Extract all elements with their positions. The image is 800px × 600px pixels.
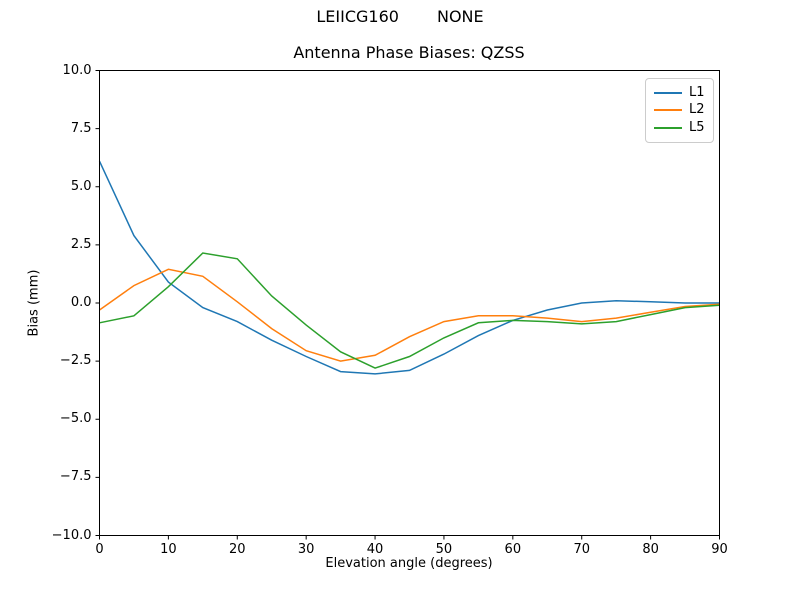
legend-item-L5: L5 xyxy=(654,120,706,136)
y-tick-label-4: 0.0 xyxy=(70,295,92,310)
legend-item-L1: L1 xyxy=(654,85,706,101)
axes-box xyxy=(99,70,720,536)
y-tick-label-3: −2.5 xyxy=(59,353,92,369)
legend: L1 L2 L5 xyxy=(645,78,714,143)
y-tick-label-2: −5.0 xyxy=(59,411,92,427)
suptitle-station: LEIICG160 xyxy=(316,7,399,26)
y-tick-label-0: −10.0 xyxy=(51,527,92,543)
suptitle-mode: NONE xyxy=(436,7,484,26)
x-tick-label-90: 90 xyxy=(711,542,728,557)
suptitle: LEIICG160 NONE xyxy=(0,8,800,26)
legend-line-L5 xyxy=(654,127,682,130)
legend-line-L2 xyxy=(654,109,682,112)
legend-label-L5: L5 xyxy=(689,120,705,136)
x-tick-label-30: 30 xyxy=(297,542,315,557)
axis-ticks xyxy=(95,70,720,540)
x-tick-label-50: 50 xyxy=(435,542,453,557)
x-tick-label-10: 10 xyxy=(160,542,177,557)
x-tick-label-40: 40 xyxy=(366,542,384,557)
series-lines xyxy=(98,160,720,375)
x-tick-label-60: 60 xyxy=(504,542,522,557)
chart-title: Antenna Phase Biases: QZSS xyxy=(293,43,525,62)
line-L2 xyxy=(99,268,720,362)
y-tick-label-1: −7.5 xyxy=(59,469,92,485)
line-L1 xyxy=(98,160,720,375)
x-axis-label: Elevation angle (degrees) xyxy=(325,556,493,571)
legend-label-L1: L1 xyxy=(689,84,705,100)
y-tick-label-5: 2.5 xyxy=(70,236,92,252)
line-L5 xyxy=(99,252,720,369)
x-tick-label-70: 70 xyxy=(573,542,590,557)
y-tick-label-7: 7.5 xyxy=(70,120,92,136)
legend-line-L1 xyxy=(654,91,682,94)
y-tick-label-6: 5.0 xyxy=(70,178,92,194)
y-tick-label-8: 10.0 xyxy=(62,62,92,78)
legend-label-L2: L2 xyxy=(689,102,705,118)
x-tick-label-80: 80 xyxy=(642,542,659,557)
x-tick-label-0: 0 xyxy=(95,542,104,557)
x-tick-label-20: 20 xyxy=(228,542,246,557)
legend-item-L2: L2 xyxy=(654,102,706,118)
